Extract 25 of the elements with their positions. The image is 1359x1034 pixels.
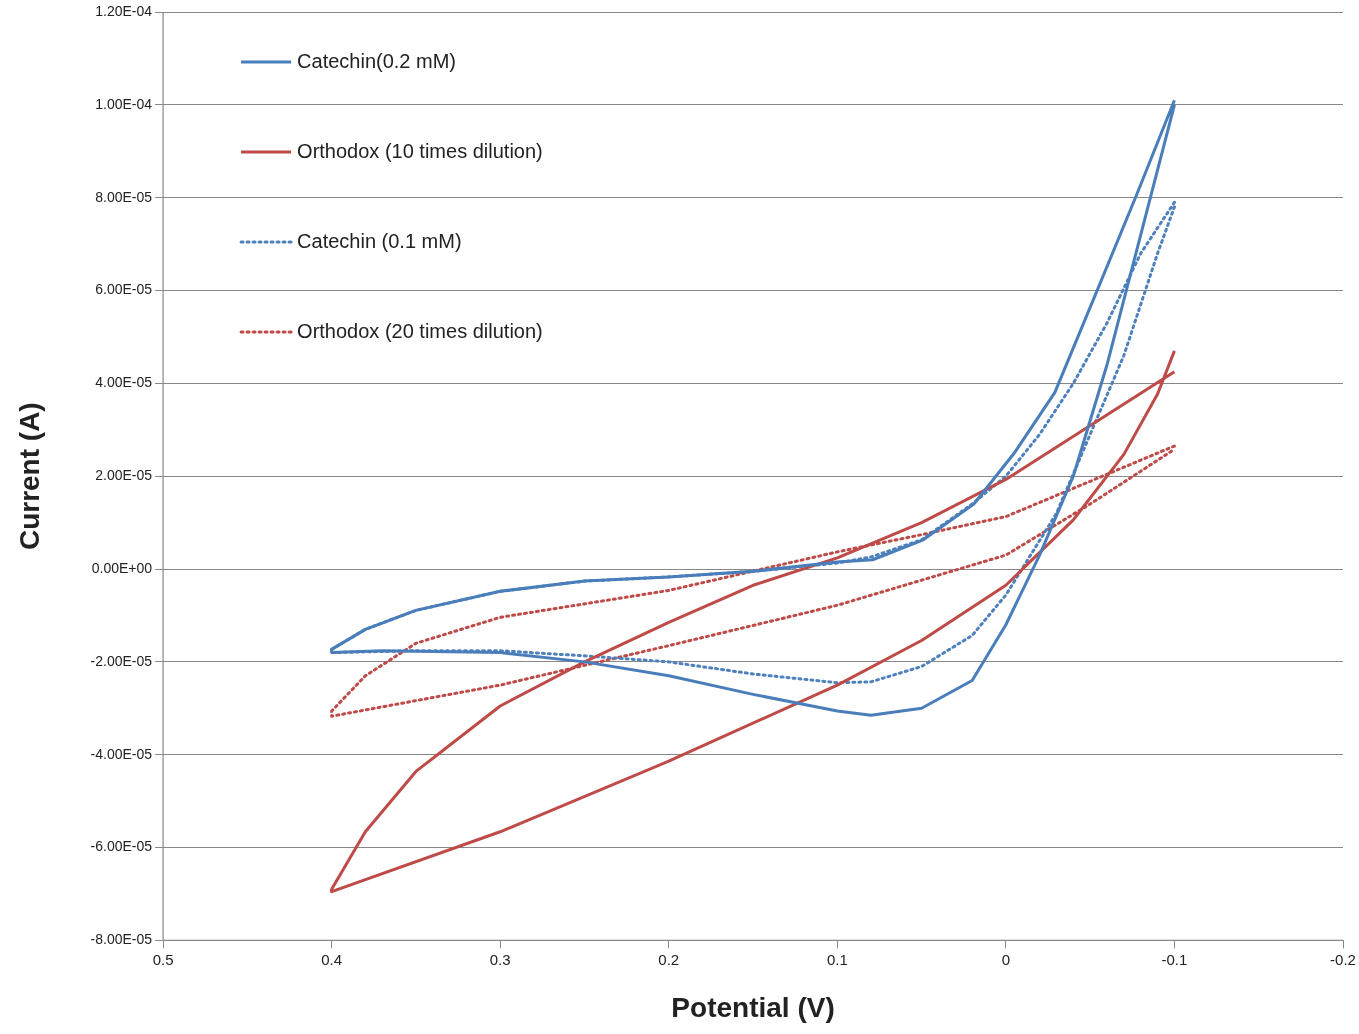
y-axis-title: Current (A) — [13, 402, 45, 551]
x-tick-label: 0.1 — [826, 950, 848, 968]
x-tick-label: 0 — [1001, 950, 1011, 968]
y-tick-label: -6.00E-05 — [90, 838, 153, 855]
y-tick-label: -2.00E-05 — [90, 652, 153, 669]
x-tick-label: -0.2 — [1330, 950, 1356, 968]
y-tick-label: 1.20E-04 — [95, 2, 153, 19]
legend-label: Catechin(0.2 mM) — [297, 49, 457, 72]
x-tick-label: 0.4 — [321, 950, 343, 968]
y-tick-label: 4.00E-05 — [95, 374, 153, 391]
y-tick-label: 1.00E-04 — [95, 95, 153, 112]
y-tick-label: 6.00E-05 — [95, 281, 153, 298]
y-tick-label: 2.00E-05 — [95, 467, 153, 484]
x-axis-title: Potential (V) — [671, 991, 835, 1023]
x-tick-label: -0.1 — [1161, 950, 1188, 968]
y-tick-label: -8.00E-05 — [90, 931, 153, 948]
x-tick-label: 0.3 — [489, 950, 511, 968]
y-tick-label: -4.00E-05 — [90, 745, 153, 762]
legend-label: Orthodox (10 times dilution) — [297, 139, 543, 162]
y-tick-label: 8.00E-05 — [95, 188, 153, 205]
y-tick-label: 0.00E+00 — [91, 559, 153, 576]
x-tick-label: 0.2 — [658, 950, 680, 968]
legend-label: Orthodox (20 times dilution) — [297, 319, 543, 342]
legend-label: Catechin (0.1 mM) — [297, 229, 462, 252]
x-tick-label: 0.5 — [152, 950, 174, 968]
